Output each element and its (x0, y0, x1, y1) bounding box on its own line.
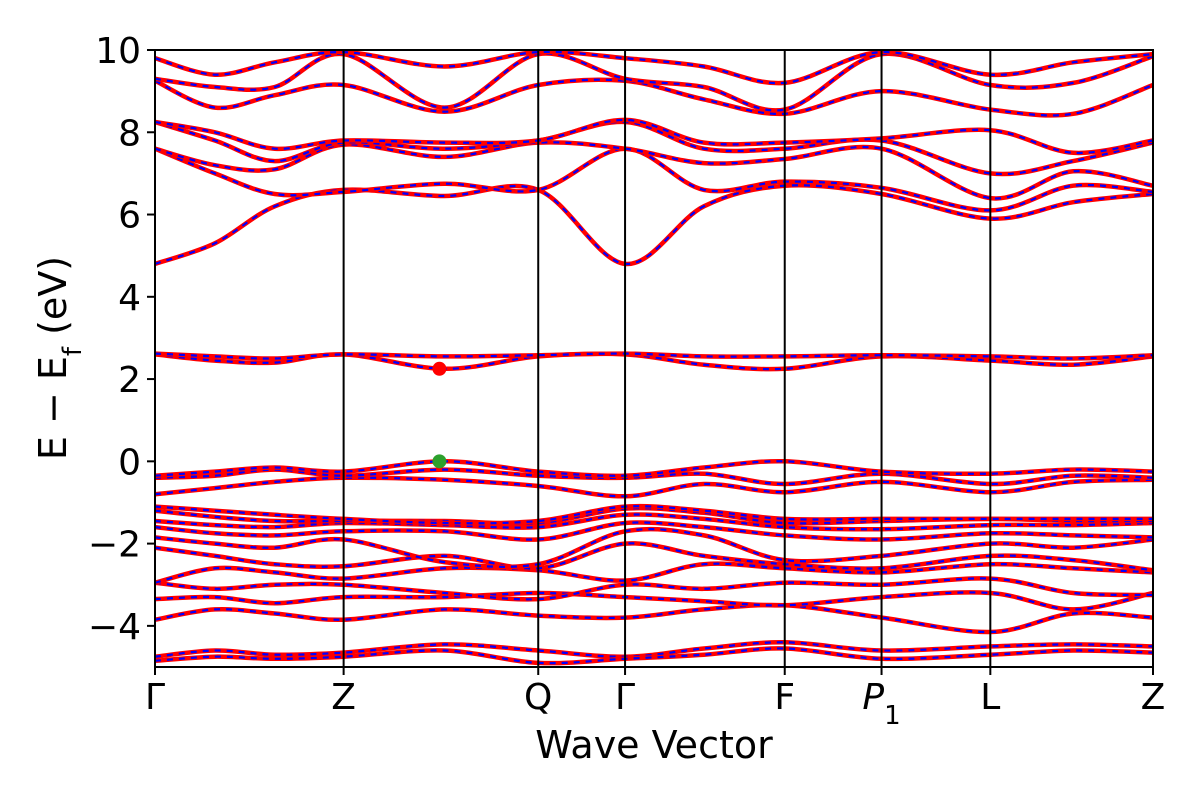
x-tick-label-2: Q (524, 677, 552, 718)
x-ticks: Γ Z Q Γ F P1 L Z (145, 667, 1165, 731)
band-line-12 (155, 475, 1153, 499)
y-tick-label: −4 (88, 607, 141, 648)
y-tick-label: 6 (118, 196, 141, 237)
bands-layer (155, 50, 1153, 666)
x-tick-label-1: Z (331, 677, 356, 718)
band-line-dashed-9 (155, 513, 1153, 531)
x-axis-title: Wave Vector (535, 723, 773, 767)
band-line-dashed-4 (155, 577, 1153, 601)
y-tick-label: 10 (95, 31, 141, 72)
band-line-2 (155, 602, 1153, 635)
marker-cbm (432, 361, 447, 376)
y-axis-title-sub: f (58, 346, 88, 356)
band-line-dashed-3 (155, 591, 1153, 611)
x-tick-label-0: Γ (145, 677, 165, 718)
band-line-dashed-0 (155, 641, 1153, 658)
band-line-dashed-11 (155, 505, 1153, 525)
plot-frame (154, 49, 1154, 668)
x-tick-label-7: Z (1141, 677, 1166, 718)
x-tick-label-6: L (980, 677, 1000, 718)
band-line-dashed-7 (155, 528, 1153, 568)
y-axis-title: E − Ef (eV) (31, 256, 88, 460)
x-tick-label-4: F (774, 677, 795, 718)
band-line-dashed-8 (155, 521, 1153, 541)
x-tick-label-5: P1 (862, 677, 900, 731)
band-line-dashed-1 (155, 647, 1153, 665)
x-tick-label-3: Γ (615, 677, 635, 718)
y-axis-title-unit: (eV) (31, 256, 75, 347)
y-tick-label: 2 (118, 360, 141, 401)
y-tick-label: 0 (118, 442, 141, 483)
band-line-dashed-12 (155, 476, 1153, 498)
band-line-dashed-19 (155, 141, 1153, 200)
y-axis-title-main: E − E (31, 356, 75, 460)
band-line-dashed-23 (155, 52, 1153, 112)
y-tick-label: 8 (118, 113, 141, 154)
band-line-19 (155, 140, 1153, 201)
y-ticks: −4 −2 0 2 4 6 8 10 (88, 31, 155, 648)
band-line-3 (155, 590, 1153, 612)
band-line-dashed-10 (155, 507, 1153, 525)
markers-layer (432, 361, 447, 469)
y-tick-label: 4 (118, 278, 141, 319)
marker-vbm (432, 454, 447, 469)
band-line-dashed-14 (155, 460, 1153, 477)
y-tick-label: −2 (88, 525, 141, 566)
